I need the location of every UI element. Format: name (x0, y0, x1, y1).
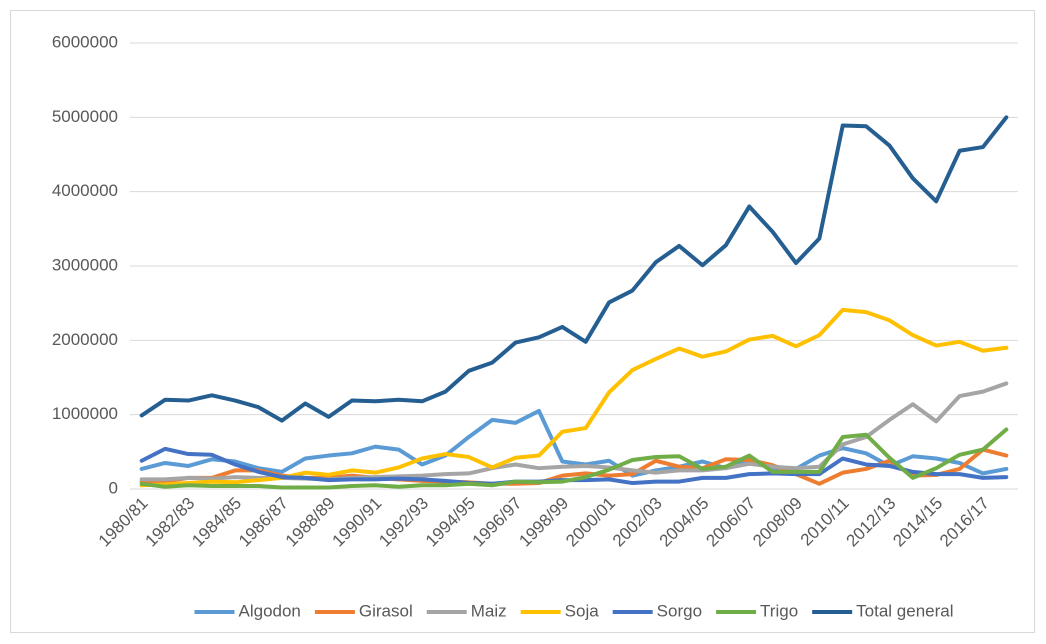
legend-label: Trigo (760, 601, 798, 620)
legend-label: Sorgo (657, 601, 702, 620)
y-tick-label: 0 (109, 478, 118, 497)
series-line (139, 115, 1009, 423)
legend-label: Soja (565, 601, 600, 620)
series-line (139, 408, 1009, 478)
legend: Algodon Girasol Maiz Soja Sorgo Trigo Total ge… (194, 601, 954, 620)
y-tick-label: 5000000 (52, 107, 118, 126)
series-line (139, 427, 1009, 490)
y-tick-label: 3000000 (52, 255, 118, 274)
chart-frame (10, 10, 1035, 633)
legend-label: Algodon (238, 601, 300, 620)
y-tick-label: 4000000 (52, 181, 118, 200)
y-tick-label: 1000000 (52, 404, 118, 423)
y-tick-label: 6000000 (52, 32, 118, 51)
legend-label: Girasol (359, 601, 413, 620)
y-tick-label: 2000000 (52, 330, 118, 349)
legend-label: Total general (856, 601, 953, 620)
legend-label: Maiz (471, 601, 507, 620)
